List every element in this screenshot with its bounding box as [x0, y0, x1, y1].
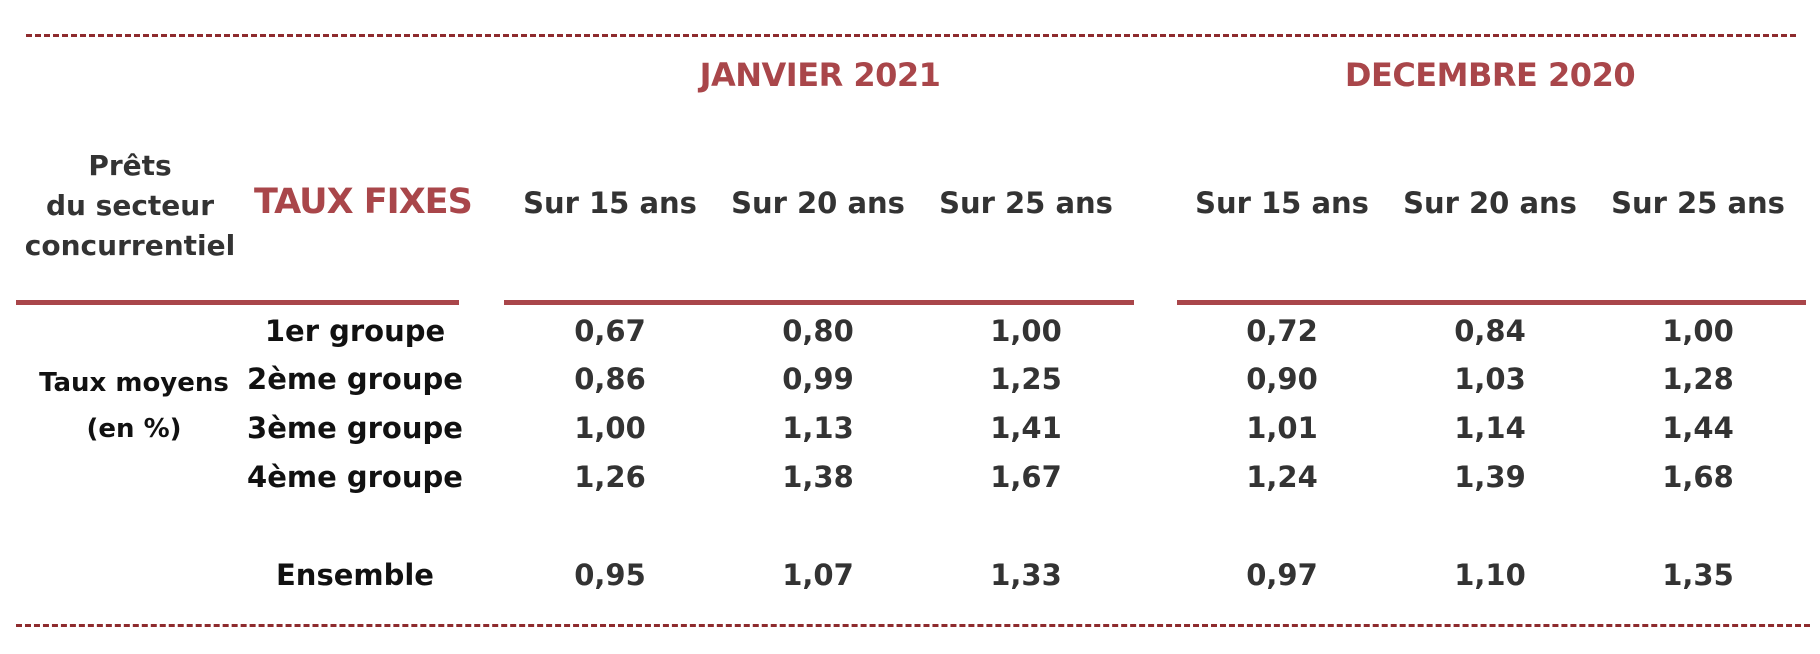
table-cell: 1,01 [1246, 411, 1318, 445]
table-cell: 1,07 [782, 558, 854, 592]
row-label-4eme-groupe: 4ème groupe [247, 460, 463, 494]
row-label-3eme-groupe: 3ème groupe [247, 411, 463, 445]
table-cell: 0,90 [1246, 362, 1318, 396]
col-head-dec-25: Sur 25 ans [1611, 186, 1785, 220]
table-cell: 1,44 [1662, 411, 1734, 445]
taux-moyens-label: Taux moyens (en %) [14, 360, 254, 452]
taux-moyens-line-2: (en %) [86, 414, 182, 444]
bottom-dashed-rule [16, 624, 1810, 627]
table-cell: 0,72 [1246, 314, 1318, 348]
period-janvier-2021: JANVIER 2021 [699, 56, 941, 94]
table-cell: 1,35 [1662, 558, 1734, 592]
table-cell: 1,24 [1246, 460, 1318, 494]
table-cell: 1,26 [574, 460, 646, 494]
header-rule-decembre [1177, 300, 1806, 305]
table-cell: 1,00 [990, 314, 1062, 348]
table-cell: 0,95 [574, 558, 646, 592]
table-cell: 1,03 [1454, 362, 1526, 396]
row-label-ensemble: Ensemble [276, 558, 434, 592]
table-cell: 0,67 [574, 314, 646, 348]
prets-line-2: du secteur [45, 189, 215, 222]
table-cell: 1,68 [1662, 460, 1734, 494]
table-cell: 1,13 [782, 411, 854, 445]
header-rule-left [16, 300, 459, 305]
prets-line-3: concurrentiel [24, 229, 236, 262]
table-cell: 0,86 [574, 362, 646, 396]
table-cell: 1,28 [1662, 362, 1734, 396]
table-cell: 0,84 [1454, 314, 1526, 348]
row-label-2eme-groupe: 2ème groupe [247, 362, 463, 396]
table-cell: 1,10 [1454, 558, 1526, 592]
table-cell: 1,38 [782, 460, 854, 494]
table-cell: 1,33 [990, 558, 1062, 592]
header-rule-janvier [504, 300, 1134, 305]
col-head-jan-25: Sur 25 ans [939, 186, 1113, 220]
prets-line-1: Prêts [88, 149, 172, 182]
table-cell: 0,99 [782, 362, 854, 396]
taux-fixes-label: TAUX FIXES [254, 182, 473, 222]
row-label-1er-groupe: 1er groupe [264, 314, 446, 348]
period-decembre-2020: DECEMBRE 2020 [1344, 56, 1636, 94]
top-dashed-rule [26, 34, 1796, 37]
table-cell: 1,25 [990, 362, 1062, 396]
col-head-dec-20: Sur 20 ans [1403, 186, 1577, 220]
col-head-jan-15: Sur 15 ans [523, 186, 697, 220]
taux-moyens-line-1: Taux moyens [39, 368, 229, 398]
table-cell: 1,41 [990, 411, 1062, 445]
col-head-dec-15: Sur 15 ans [1195, 186, 1369, 220]
table-cell: 0,97 [1246, 558, 1318, 592]
table-cell: 1,67 [990, 460, 1062, 494]
table-cell: 0,80 [782, 314, 854, 348]
table-cell: 1,00 [1662, 314, 1734, 348]
table-cell: 1,39 [1454, 460, 1526, 494]
table-cell: 1,14 [1454, 411, 1526, 445]
col-head-jan-20: Sur 20 ans [731, 186, 905, 220]
table-cell: 1,00 [574, 411, 646, 445]
prets-label: Prêts du secteur concurrentiel [20, 146, 240, 266]
